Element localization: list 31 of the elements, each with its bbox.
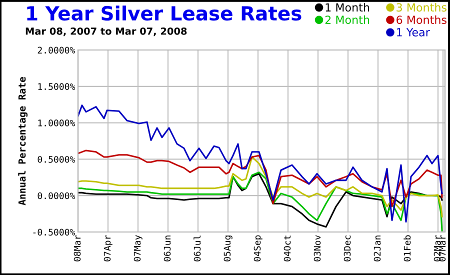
x-tick-label: 02Jan — [374, 236, 381, 262]
x-tick-label: 04Oct — [284, 236, 291, 262]
x-tick-label: 03Nov — [314, 235, 321, 262]
y-tick-label: 0.5000% — [38, 156, 76, 163]
chart-subtitle: Mar 08, 2007 to Mar 07, 2008 — [26, 27, 187, 36]
line-series — [78, 150, 443, 208]
x-tick-label: 08Mar — [74, 235, 81, 262]
line-series — [78, 156, 443, 218]
y-tick-label: 1.0000% — [38, 120, 76, 126]
legend-label: 3 Months — [396, 3, 446, 12]
x-tick-label: 01Feb — [404, 235, 411, 262]
x-tick-label: 07May — [134, 235, 142, 262]
y-tick-label: -0.5000% — [33, 228, 76, 236]
x-tick-label: 07Mar — [438, 235, 446, 262]
legend-label: 1 Month — [326, 3, 370, 12]
x-tick-label: 06Jun — [164, 236, 171, 262]
x-tick-label: 05Aug — [224, 236, 232, 262]
y-tick-label: 0.0000% — [38, 192, 76, 200]
y-axis-title: Annual Percentage Rate — [18, 77, 28, 206]
x-tick-label: 04Sep — [254, 235, 262, 262]
x-tick-label: 07Apr — [104, 235, 112, 262]
x-tick-label: 02Mar — [434, 235, 441, 262]
legend-label: 6 Months — [396, 15, 446, 24]
y-tick-label: 2.0000% — [38, 46, 76, 54]
x-tick-label: 06Jul — [194, 236, 201, 262]
x-tick-label: 03Dec — [344, 236, 351, 262]
line-series — [78, 104, 443, 223]
chart-title: 1 Year Silver Lease Rates — [27, 6, 302, 21]
legend-label: 1 Year — [397, 28, 430, 36]
y-tick-label: 1.5000% — [38, 83, 76, 90]
legend-label: 2 Month — [325, 15, 370, 24]
